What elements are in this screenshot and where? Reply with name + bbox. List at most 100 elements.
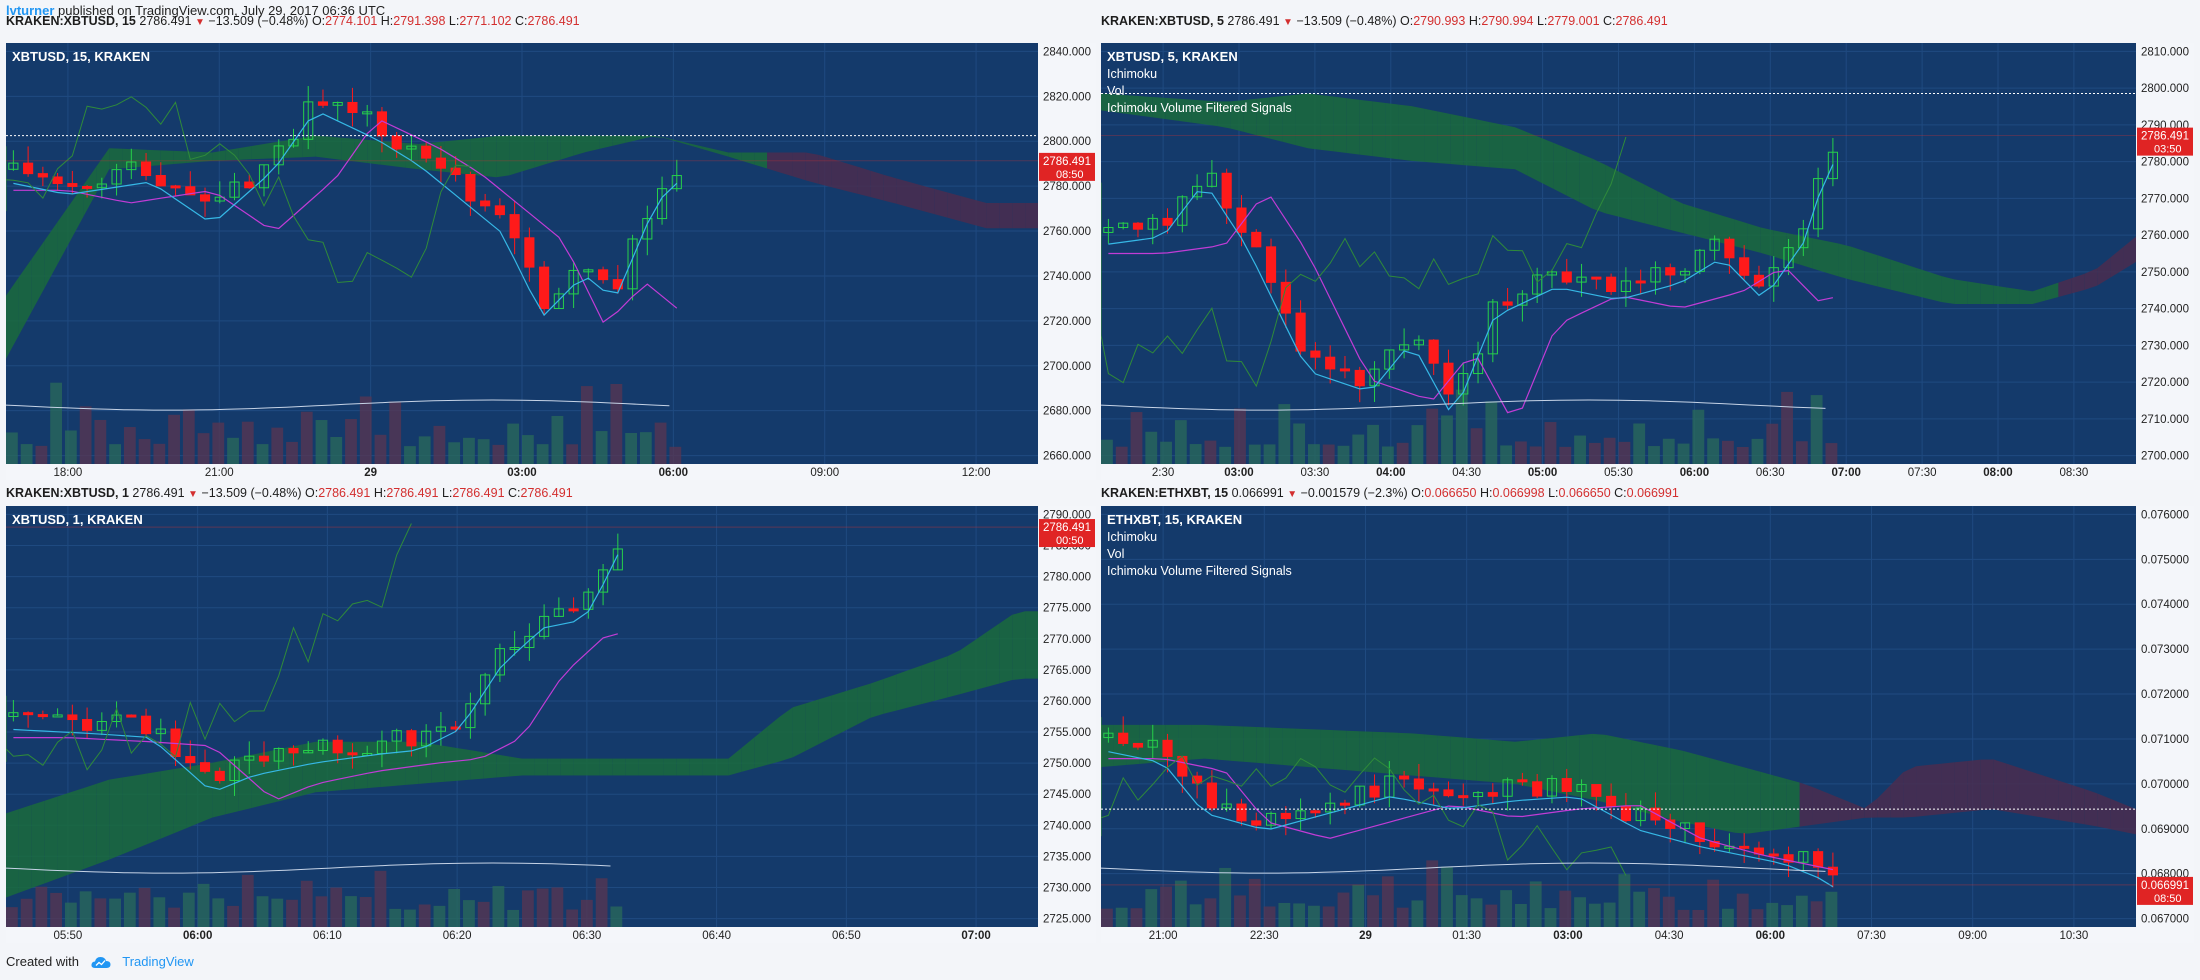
- ichimoku-cloud-bullish: [883, 674, 897, 714]
- volume-bar: [271, 898, 284, 927]
- ichimoku-cloud-bullish: [238, 146, 252, 160]
- ichimoku-cloud-bullish: [1760, 227, 1774, 257]
- volume-bar: [6, 907, 18, 927]
- chart-ethxbt-15[interactable]: 0.076000 0.075000 0.074000 0.073000 0.072000…: [1101, 506, 2194, 943]
- ichimoku-cloud-bullish: [728, 748, 742, 776]
- chart-xbtusd-15[interactable]: 2840.000 2820.000 2800.000 2780.000 2760.000…: [6, 43, 1096, 480]
- ichimoku-cloud-bearish: [1851, 802, 1865, 820]
- candle: [1103, 227, 1114, 233]
- last-price-label: 0.066991: [2141, 880, 2189, 892]
- ichimoku-cloud-bullish: [1359, 731, 1373, 773]
- candle: [140, 715, 152, 735]
- ichimoku-cloud-bullish: [289, 137, 303, 158]
- ichimoku-cloud-bullish: [212, 150, 226, 161]
- candle: [1221, 172, 1232, 209]
- candle: [1709, 840, 1720, 848]
- tenkan-line: [13, 554, 619, 790]
- ichimoku-cloud-bearish: [2071, 273, 2085, 294]
- ichimoku-cloud-bullish: [960, 641, 974, 695]
- volume-bar: [1308, 444, 1320, 464]
- ichimoku-cloud-bullish: [831, 691, 845, 738]
- volume-bar: [1781, 905, 1793, 927]
- y-tick-label: 2700.000: [1043, 361, 1091, 373]
- volume-bar: [94, 898, 107, 927]
- y-tick-label: 2710.000: [2141, 414, 2189, 426]
- ichimoku-cloud-bullish: [1502, 124, 1515, 170]
- x-tick-label: 03:00: [1553, 930, 1582, 942]
- candle: [598, 269, 609, 281]
- last-price-badge: [1039, 519, 1095, 548]
- x-tick-label: 06:00: [183, 930, 212, 942]
- volume-bar: [448, 889, 461, 927]
- volume-bar: [1411, 900, 1424, 927]
- candle: [1724, 238, 1735, 259]
- y-tick-label: 2760.000: [1043, 696, 1091, 708]
- candle: [1650, 267, 1661, 283]
- tenkan-line: [13, 113, 678, 317]
- ichimoku-cloud-bullish: [186, 151, 200, 163]
- ichimoku-cloud-bullish: [702, 146, 716, 153]
- ichimoku-cloud-bullish: [418, 741, 432, 784]
- ichimoku-cloud-bullish: [1450, 114, 1464, 166]
- ichimoku-cloud-bullish: [870, 679, 884, 718]
- candle: [1177, 755, 1188, 777]
- candle: [258, 755, 270, 762]
- ichimoku-cloud-bullish: [1618, 171, 1632, 220]
- ichimoku-cloud-bullish: [1605, 164, 1619, 217]
- ichimoku-cloud-bullish: [2045, 282, 2059, 301]
- candle: [199, 762, 211, 772]
- x-tick-label: 07:30: [1857, 930, 1886, 942]
- price-axis-background: [2136, 506, 2194, 943]
- ichimoku-cloud-bearish: [2110, 798, 2124, 832]
- volume-bar: [1411, 425, 1424, 464]
- author-link[interactable]: lvturner: [6, 3, 55, 18]
- volume-bar: [1381, 446, 1394, 464]
- volume-bar: [1234, 895, 1246, 927]
- chart-legend-item: Ichimoku: [1107, 530, 1157, 544]
- candle: [494, 205, 505, 216]
- ichimoku-cloud-bullish: [625, 758, 639, 776]
- ichimoku-cloud-bullish: [199, 151, 213, 162]
- volume-bar: [123, 427, 136, 464]
- ichimoku-cloud-bearish: [2097, 793, 2111, 830]
- ichimoku-cloud-bearish: [2045, 776, 2059, 821]
- ichimoku-cloud-bullish: [676, 758, 690, 776]
- panel-2-low: 2779.001: [1547, 14, 1600, 28]
- candle: [450, 726, 461, 730]
- candle: [303, 749, 314, 754]
- chart-xbtusd-5[interactable]: 2810.000 2800.000 2790.000 2780.000 2770.000…: [1101, 43, 2194, 480]
- bar-countdown: 03:50: [2154, 144, 2182, 156]
- candle: [1443, 789, 1454, 797]
- candle: [1487, 301, 1498, 355]
- ichimoku-cloud-bullish: [1282, 94, 1296, 145]
- candle: [1635, 280, 1646, 284]
- candle: [185, 756, 196, 764]
- x-tick-label: 06:00: [1680, 467, 1709, 479]
- candle: [111, 169, 122, 185]
- volume-bar: [1603, 902, 1616, 927]
- volume-bar: [433, 425, 446, 464]
- volume-bar: [1115, 446, 1128, 464]
- candle: [539, 266, 550, 310]
- candle: [391, 730, 402, 742]
- volume-bar: [1174, 880, 1187, 927]
- volume-bar: [168, 414, 180, 464]
- ichimoku-cloud-bullish: [896, 669, 909, 711]
- x-tick-label: 2:30: [1152, 467, 1174, 479]
- panel-4-headline: KRAKEN:ETHXBT, 15 0.066991 ▼ −0.001579 (…: [1101, 486, 1679, 500]
- ichimoku-cloud-bullish: [83, 783, 97, 870]
- volume-bar: [374, 434, 387, 464]
- ichimoku-cloud-bullish: [934, 656, 948, 701]
- candle: [1620, 805, 1631, 822]
- candle: [1620, 280, 1631, 293]
- candle: [1221, 803, 1232, 809]
- ichimoku-cloud-bullish: [1437, 111, 1451, 165]
- ichimoku-cloud-bullish: [251, 752, 264, 809]
- volume-bar: [1278, 404, 1291, 464]
- candle: [524, 237, 535, 268]
- ichimoku-cloud-bullish: [1476, 119, 1490, 168]
- volume-bar: [359, 897, 372, 927]
- tradingview-link[interactable]: TradingView: [122, 954, 194, 969]
- chart-xbtusd-1[interactable]: 2790.0002785.0002780.0002775.0002770.000…: [6, 506, 1096, 943]
- volume-bar: [1145, 889, 1158, 927]
